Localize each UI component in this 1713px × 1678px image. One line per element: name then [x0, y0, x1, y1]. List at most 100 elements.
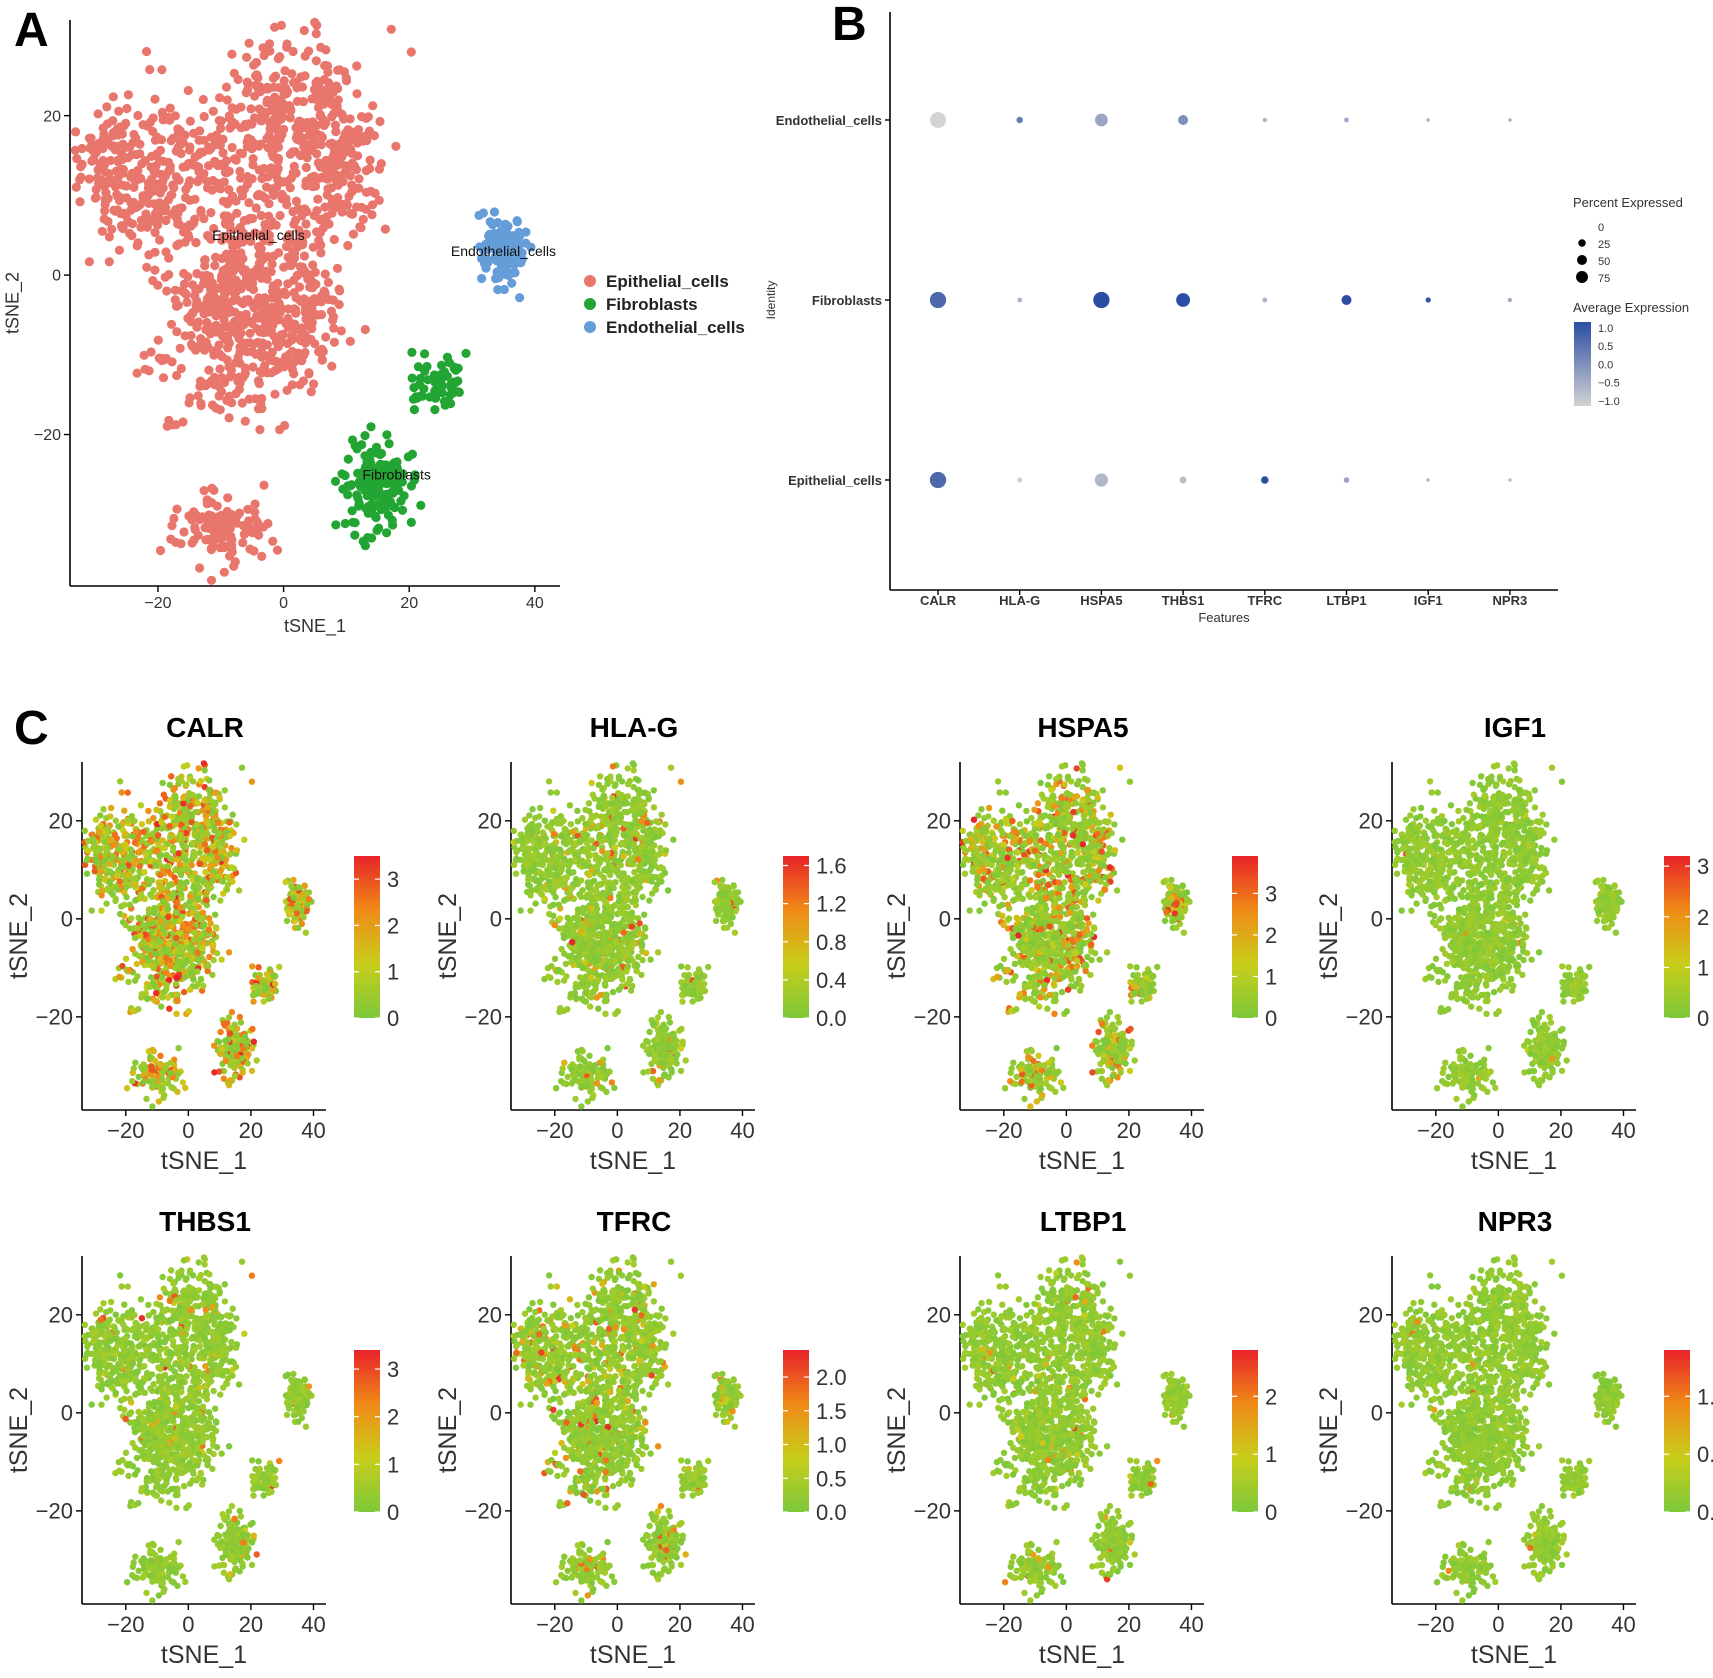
cell-point-epithelial-cells — [360, 324, 370, 335]
cell-point-epithelial-cells — [270, 92, 280, 102]
feature-cell-point — [209, 809, 216, 816]
color-legend-label: 0.5 — [1598, 341, 1613, 353]
cell-point-epithelial-cells — [302, 153, 312, 163]
cell-point-endothelial-cells — [496, 261, 506, 271]
cell-point-epithelial-cells — [183, 230, 193, 240]
cell-point-epithelial-cells — [339, 114, 349, 124]
cell-point-epithelial-cells — [215, 93, 225, 103]
cell-point-epithelial-cells — [251, 311, 262, 321]
cell-point-epithelial-cells — [268, 73, 279, 83]
feature-cell-point — [211, 1069, 218, 1076]
feature-cell-point — [173, 974, 180, 982]
feature-cell-point — [186, 893, 194, 900]
cell-point-epithelial-cells — [207, 278, 217, 288]
cell-point-epithelial-cells — [346, 144, 356, 154]
cell-point-epithelial-cells — [164, 270, 174, 280]
cell-point-fibroblasts — [453, 376, 463, 386]
cell-point-epithelial-cells — [304, 46, 314, 56]
feature-cell-point — [607, 885, 615, 892]
feature-cell-point — [121, 807, 128, 814]
cell-point-epithelial-cells — [87, 140, 97, 150]
cell-point-epithelial-cells — [257, 109, 267, 120]
cell-point-epithelial-cells — [298, 376, 308, 386]
dot-igf1 — [1426, 478, 1430, 482]
feature-cell-point — [295, 924, 302, 931]
cell-point-epithelial-cells — [320, 288, 330, 298]
feature-cell-point — [143, 856, 150, 864]
cell-point-epithelial-cells — [189, 507, 199, 517]
feature-cell-point — [248, 1067, 256, 1075]
cell-point-endothelial-cells — [474, 210, 484, 220]
cell-point-epithelial-cells — [252, 191, 263, 201]
feature-cell-point — [645, 794, 652, 801]
feature-cell-point — [191, 832, 199, 839]
feature-cell-point — [221, 787, 228, 794]
cell-point-epithelial-cells — [171, 301, 182, 311]
cell-point-epithelial-cells — [123, 90, 133, 100]
cell-point-epithelial-cells — [193, 317, 204, 327]
feature-cell-point — [184, 866, 191, 873]
feature-cell-point — [130, 1065, 137, 1072]
feature-cell-point — [570, 869, 577, 876]
size-legend-title: Percent Expressed — [1573, 195, 1683, 210]
cell-point-fibroblasts — [371, 442, 382, 452]
feature-cell-point — [97, 868, 105, 875]
cell-point-epithelial-cells — [191, 238, 201, 248]
feature-cell-point — [602, 909, 609, 916]
cell-point-epithelial-cells — [303, 180, 313, 190]
panel-label-c: C — [14, 702, 49, 755]
cell-point-epithelial-cells — [282, 87, 292, 97]
feature-cell-point — [650, 787, 657, 794]
cell-point-epithelial-cells — [208, 533, 218, 543]
cell-point-fibroblasts — [448, 386, 458, 396]
feature-cell-point — [622, 875, 630, 883]
feature-cell-point — [167, 962, 174, 970]
cell-point-fibroblasts — [382, 528, 392, 538]
feature-cell-point — [132, 897, 139, 904]
feature-cell-point — [550, 912, 557, 919]
cell-point-epithelial-cells — [113, 173, 123, 184]
feature-cell-point — [572, 856, 579, 864]
cell-point-epithelial-cells — [361, 166, 371, 176]
feature-cell-point — [165, 913, 172, 920]
cell-point-epithelial-cells — [254, 260, 265, 270]
cell-point-epithelial-cells — [161, 215, 171, 226]
cell-point-epithelial-cells — [135, 139, 145, 149]
cell-point-epithelial-cells — [365, 155, 375, 165]
cell-point-epithelial-cells — [314, 240, 324, 250]
cell-point-epithelial-cells — [258, 522, 268, 532]
cell-point-epithelial-cells — [222, 199, 232, 209]
feature-cell-point — [654, 949, 662, 956]
dot-tfrc — [1261, 476, 1269, 484]
cell-point-fibroblasts — [330, 476, 341, 486]
feature-cell-point — [152, 861, 159, 868]
feature-cell-point — [134, 925, 141, 932]
feature-cell-point — [643, 854, 650, 861]
feature-cell-point — [564, 914, 571, 921]
feature-cell-point — [217, 1050, 224, 1058]
feature-cell-point — [289, 884, 296, 891]
feature-cell-point — [123, 1085, 131, 1092]
cluster-annotation: Fibroblasts — [362, 466, 430, 482]
feature-cell-point — [586, 918, 594, 925]
cell-point-epithelial-cells — [173, 128, 184, 138]
feature-cell-point — [225, 949, 233, 956]
feature-cell-point — [213, 950, 221, 957]
feature-cell-point — [295, 884, 302, 891]
cell-point-epithelial-cells — [253, 376, 264, 386]
feature-cell-point — [624, 793, 632, 800]
cell-point-epithelial-cells — [300, 71, 310, 81]
feature-cell-point — [553, 816, 561, 823]
feature-cell-point — [172, 980, 180, 987]
feature-cell-point — [199, 909, 207, 916]
color-legend-label: 0.0 — [1598, 359, 1613, 371]
cell-point-epithelial-cells — [288, 46, 298, 57]
feature-cell-point — [611, 844, 618, 851]
cell-point-epithelial-cells — [313, 102, 324, 113]
feature-cell-point — [644, 819, 651, 827]
feature-cell-point — [101, 838, 108, 846]
cell-point-epithelial-cells — [168, 180, 178, 190]
cell-point-epithelial-cells — [132, 368, 142, 378]
cell-point-epithelial-cells — [231, 319, 241, 329]
feature-cell-point — [536, 804, 544, 812]
